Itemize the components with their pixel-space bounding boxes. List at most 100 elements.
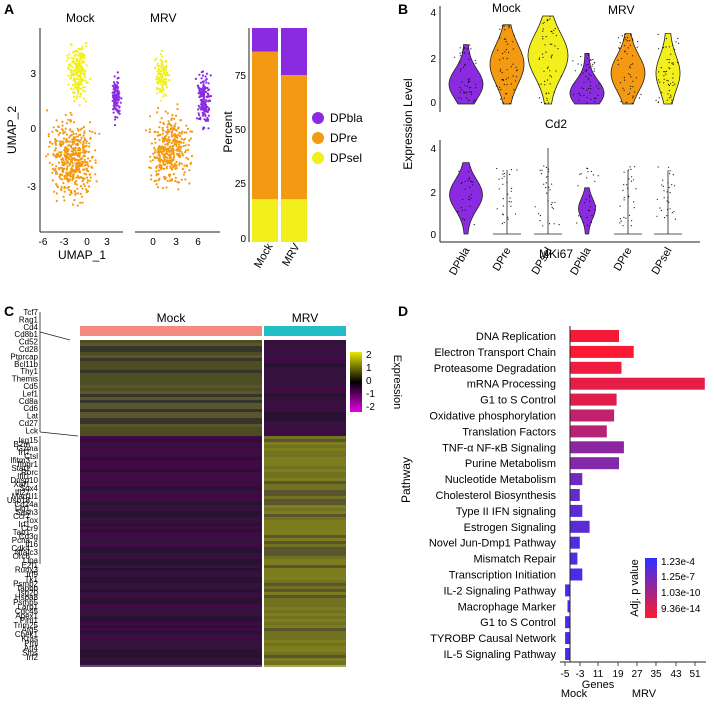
umap-dot	[114, 115, 117, 119]
violin-point	[538, 83, 540, 85]
heatmap-row-mock	[80, 538, 262, 541]
pathway-bar	[570, 552, 578, 565]
violin-point	[670, 94, 672, 96]
umap-dot	[161, 86, 164, 89]
umap-dot	[80, 127, 84, 130]
violin-point	[627, 187, 629, 189]
umap-dot	[78, 52, 81, 55]
violin-point	[666, 58, 668, 61]
umap-dot	[159, 59, 162, 62]
umap-dot	[157, 78, 160, 81]
violin-point	[657, 101, 660, 104]
umap-dot	[159, 147, 162, 150]
umap-dot	[81, 180, 84, 183]
violin-point	[510, 201, 512, 203]
heatmap-row-mock	[80, 601, 262, 604]
violin-point	[668, 59, 670, 61]
gene-label: Ifngr1	[18, 460, 39, 469]
violin-point	[576, 222, 578, 224]
heatmap-row-mock	[80, 466, 262, 469]
heatmap-row-mrv	[264, 424, 346, 427]
violin-point	[583, 81, 585, 83]
heatmap-row-mrv	[264, 628, 346, 631]
gene-label: Stat1	[11, 464, 30, 473]
violin-x-tick: DPbla	[447, 245, 473, 278]
umap-dot	[75, 152, 78, 155]
umap-dot	[73, 170, 77, 173]
pathway-x-ticks: -5 -3 11 19 27 35 43 51	[561, 662, 701, 680]
violin-point	[507, 51, 510, 54]
violin-point	[541, 53, 544, 55]
violin-point	[672, 73, 674, 75]
violin-point	[539, 57, 541, 59]
violin-point	[666, 208, 669, 211]
umap-dot	[57, 133, 60, 136]
heatmap-row-mock	[80, 454, 262, 457]
gene-label: Ifitm3	[10, 456, 30, 465]
umap-dot	[58, 140, 61, 143]
violin-point	[545, 51, 547, 53]
heatmap-row-mock	[80, 481, 262, 484]
umap-dot	[85, 141, 88, 144]
umap-dot	[70, 167, 73, 170]
umap-dot	[76, 74, 80, 78]
gene-label: Trim25	[13, 621, 38, 630]
umap-dot	[199, 93, 203, 96]
heatmap-row-mock	[80, 436, 262, 439]
umap-dot	[51, 167, 55, 170]
pathway-label: Purine Metabolism	[465, 458, 556, 470]
umap-dot	[87, 185, 91, 188]
umap-dot	[79, 141, 82, 144]
gene-label: Cd8b1	[14, 330, 38, 339]
gene-label: Irf1	[18, 520, 30, 529]
violin-point	[515, 76, 518, 78]
umap-dot	[158, 72, 161, 75]
umap-dot	[71, 153, 74, 156]
heatmap-row-mock	[80, 586, 262, 589]
umap-dot	[63, 175, 66, 178]
violin-point	[578, 100, 580, 102]
violin-point	[551, 43, 553, 45]
umap-dot	[81, 53, 85, 56]
violin-point	[630, 76, 632, 78]
umap-dot	[167, 136, 170, 139]
violin-point	[508, 25, 510, 27]
heatmap-row-mock	[80, 556, 262, 559]
heatmap-row-mrv	[264, 469, 346, 472]
umap-dot	[85, 173, 88, 176]
umap-dot	[170, 142, 173, 145]
umap-dot	[144, 129, 147, 132]
umap-dot	[73, 60, 76, 63]
violin-point	[628, 196, 630, 198]
heatmap-row-mock	[80, 592, 262, 595]
umap-dot	[74, 192, 77, 195]
violin-point	[627, 73, 630, 75]
umap-dot	[162, 78, 165, 81]
heatmap-row-mock	[80, 571, 262, 574]
umap-dot	[158, 90, 161, 93]
violin-point	[620, 220, 622, 222]
umap-dot	[60, 185, 63, 189]
violin-cd2-y-ticks: 4 2 0	[430, 8, 436, 109]
heatmap-row-mrv	[264, 409, 346, 412]
heatmap-row-mock	[80, 526, 262, 529]
violin-point	[513, 89, 515, 91]
violin-point	[619, 82, 622, 84]
umap-dot	[85, 188, 88, 191]
umap-dot	[174, 133, 177, 136]
heatmap-row-mock	[80, 547, 262, 550]
umap-dot	[178, 131, 181, 134]
violin-point	[469, 205, 471, 207]
violin-point	[549, 189, 551, 191]
violin-point	[669, 208, 671, 210]
umap-dot	[59, 174, 62, 177]
pathway-bar	[565, 584, 570, 597]
expression-tick: 2	[366, 350, 372, 361]
violin-point	[656, 215, 658, 217]
violin-point	[669, 170, 671, 172]
umap-dot	[69, 64, 72, 68]
heatmap-row-mock	[80, 652, 262, 655]
violin-point	[623, 89, 625, 91]
gene-label: Ifi27	[15, 488, 31, 497]
